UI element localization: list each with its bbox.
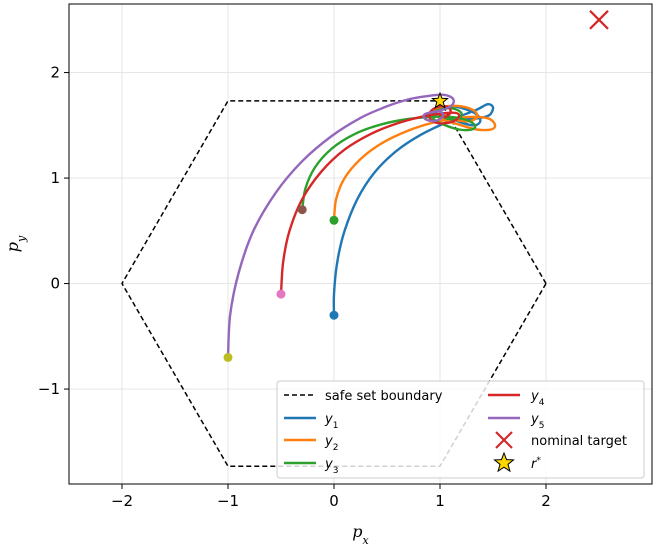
y-axis-label: py bbox=[3, 235, 28, 252]
y-tick-label: 0 bbox=[50, 275, 60, 293]
y-tick-label: −1 bbox=[38, 380, 60, 398]
nominal-target-stroke bbox=[589, 10, 609, 30]
x-tick-label: 2 bbox=[541, 492, 551, 510]
ticks: −2 −1 0 1 2 −1 0 1 2 bbox=[38, 64, 551, 510]
legend-label-sub: 5 bbox=[539, 421, 545, 431]
legend-label-sup: * bbox=[536, 456, 541, 466]
trajectory-y3 bbox=[301, 107, 477, 211]
trajectory-y5 bbox=[226, 93, 455, 359]
legend-label-sub: 1 bbox=[333, 421, 339, 431]
start-point-y2 bbox=[329, 215, 339, 225]
legend-item-safe: safe set boundary bbox=[284, 389, 443, 404]
legend-handle-nominal bbox=[495, 431, 513, 449]
trajectory-y2 bbox=[332, 104, 497, 222]
x-axis-label-sub: x bbox=[363, 534, 370, 546]
start-point-y3 bbox=[297, 205, 307, 215]
start-point-y5 bbox=[223, 352, 233, 362]
y-tick-label: 1 bbox=[50, 169, 60, 187]
legend-handle-rstar bbox=[493, 451, 515, 473]
legend-label-sub: 3 bbox=[333, 466, 339, 476]
nominal-target-marker bbox=[589, 10, 609, 30]
legend-label-safe: safe set boundary bbox=[325, 389, 443, 404]
start-point-y1 bbox=[329, 310, 339, 320]
legend-box bbox=[276, 380, 645, 479]
x-tick-label: −1 bbox=[217, 492, 239, 510]
x-tick-label: −2 bbox=[111, 492, 133, 510]
legend-item-nominal: nominal target bbox=[495, 431, 627, 449]
y-tick-label: 2 bbox=[50, 64, 60, 82]
start-point-y4 bbox=[276, 289, 286, 299]
legend-label-sub: 2 bbox=[333, 443, 339, 453]
r-star-marker bbox=[431, 91, 449, 109]
y-axis-label-sub: y bbox=[15, 235, 28, 243]
axes-frame bbox=[68, 3, 653, 485]
legend-label-sub: 4 bbox=[539, 398, 545, 408]
legend-item-rstar: r* bbox=[493, 451, 541, 473]
legend-label-rstar: r* bbox=[531, 456, 541, 472]
x-axis-label: px bbox=[352, 522, 369, 546]
legend-label-nominal: nominal target bbox=[531, 434, 627, 449]
trajectory-y4 bbox=[279, 104, 461, 296]
x-tick-label: 0 bbox=[329, 492, 339, 510]
x-tick-label: 1 bbox=[435, 492, 445, 510]
